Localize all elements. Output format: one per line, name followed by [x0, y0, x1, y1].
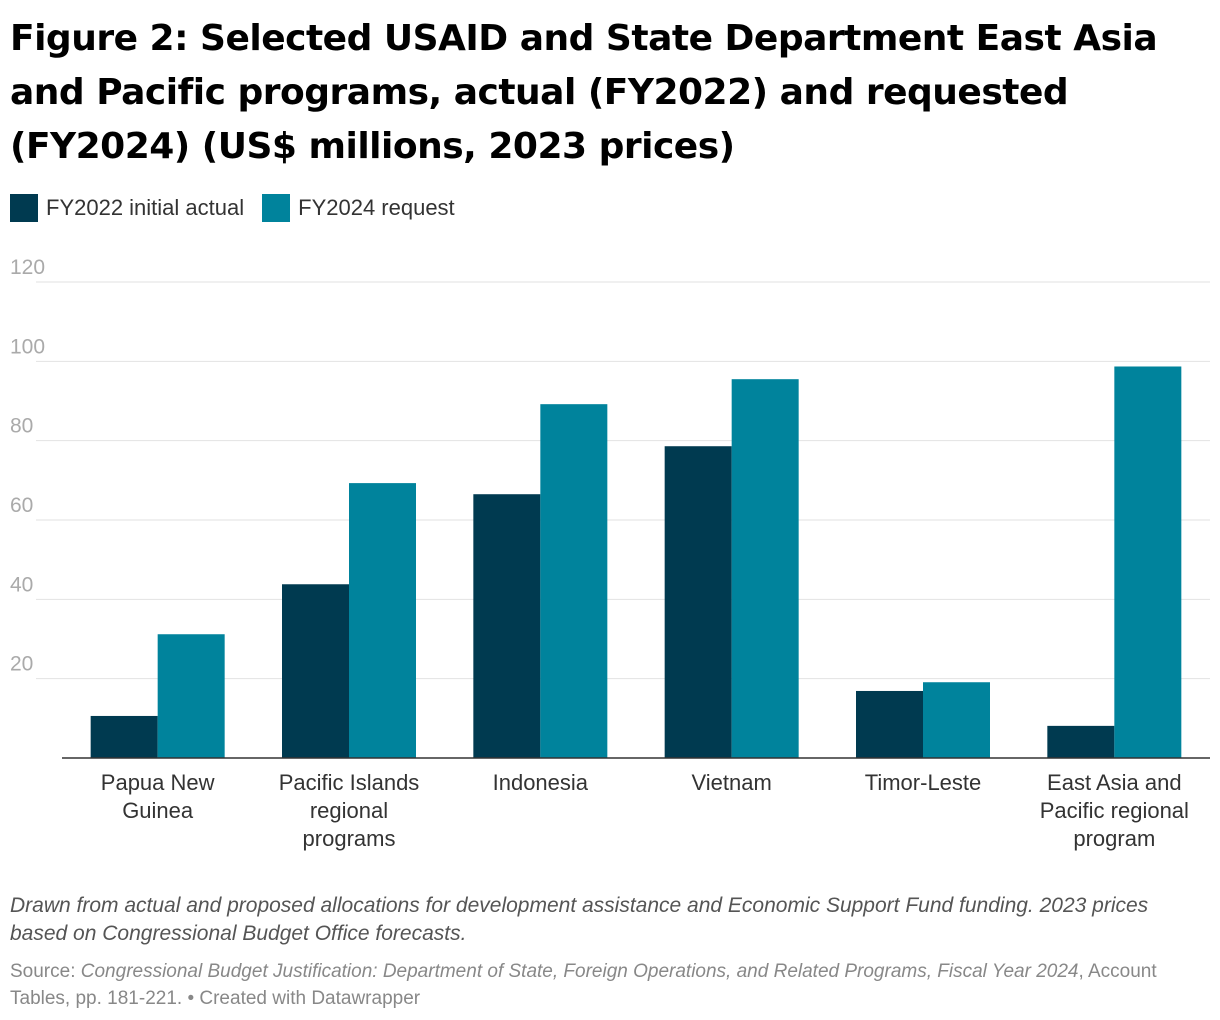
y-tick-label: 20 [10, 653, 33, 676]
legend-label: FY2024 request [298, 195, 455, 220]
x-tick-label: Pacific Islands [279, 770, 420, 795]
source-title: Congressional Budget Justification: Depa… [80, 961, 1079, 982]
x-tick-label: Pacific regional [1040, 798, 1189, 823]
bar-fy2024 [731, 379, 799, 758]
x-tick-label: East Asia and [1047, 770, 1182, 795]
legend-item-fy2022: FY2022 initial actual [10, 194, 244, 222]
bar-fy2022 [856, 690, 923, 758]
bar-fy2024 [540, 404, 608, 758]
y-tick-label: 40 [10, 573, 33, 596]
chart-notes: Drawn from actual and proposed allocatio… [10, 894, 1149, 945]
bar-fy2024 [1114, 366, 1182, 758]
bar-fy2022 [282, 584, 349, 758]
legend-label: FY2022 initial actual [46, 195, 245, 220]
x-tick-label: program [1073, 826, 1155, 851]
legend-swatch [10, 194, 38, 222]
bar-fy2022 [664, 446, 732, 758]
x-tick-label: Papua New [101, 770, 215, 795]
bar-fy2024 [157, 634, 225, 758]
source-label: Source: [10, 961, 81, 982]
bar-fy2022 [90, 715, 158, 758]
source-rest: , Account Tables, pp. 181-221. • Created… [10, 961, 1157, 1009]
bar-fy2024 [923, 682, 990, 758]
x-tick-label: Timor-Leste [865, 770, 982, 795]
y-tick-label: 60 [10, 494, 33, 517]
legend-item-fy2024: FY2024 request [262, 194, 455, 222]
bar-fy2024 [349, 483, 416, 758]
x-tick-label: Indonesia [493, 770, 589, 795]
legend: FY2022 initial actual FY2024 request [10, 194, 455, 222]
y-tick-label: 100 [10, 335, 45, 358]
x-tick-label: Vietnam [692, 770, 772, 795]
bar-fy2022 [473, 494, 541, 758]
y-tick-label: 80 [10, 415, 33, 438]
chart-title: Figure 2: Selected USAID and State Depar… [10, 18, 1158, 167]
chart-source: Source: Congressional Budget Justificati… [10, 958, 1210, 1012]
y-tick-label: 120 [10, 256, 45, 279]
x-tick-label: programs [303, 826, 396, 851]
x-tick-label: regional [310, 798, 388, 823]
bar-chart: 20 40 60 80 100 120 Papua New Guinea Pacific Isl… [10, 256, 1210, 851]
legend-swatch [262, 194, 291, 222]
x-tick-label: Guinea [122, 798, 194, 823]
bar-fy2022 [1047, 725, 1115, 758]
